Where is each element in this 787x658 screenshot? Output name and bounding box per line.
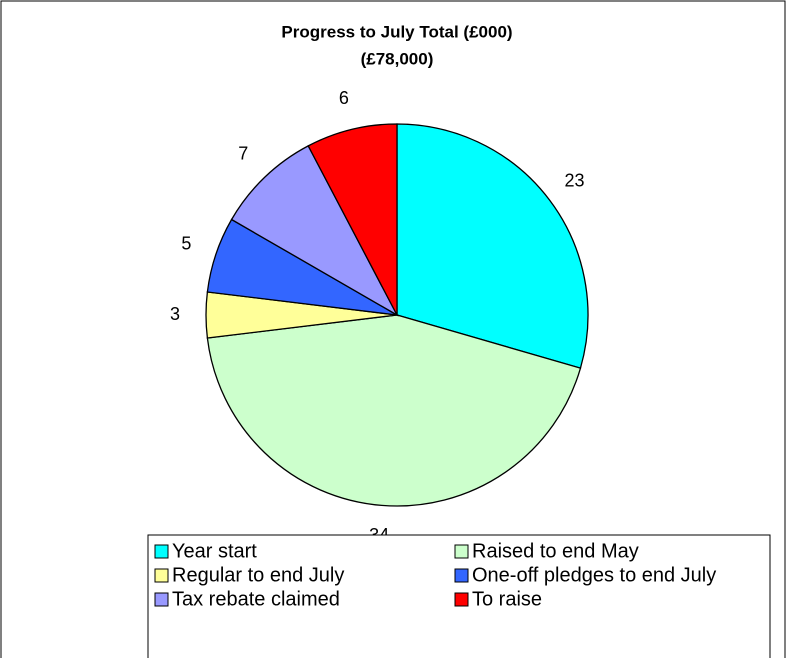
legend-label: Year start [172,540,257,562]
legend-label: Raised to end May [472,540,639,562]
pie-slice [396,123,589,369]
legend-swatch [454,544,469,559]
legend-label: One-off pledges to end July [472,564,716,586]
legend-swatch [154,568,169,583]
pie: 23343576 [170,88,589,545]
legend: Year start Raised to end May Regular to en… [147,534,771,658]
pie-slice [206,314,582,507]
chart-subtitle: (£78,000) [361,49,434,68]
legend-label: Regular to end July [172,564,344,586]
legend-swatch [454,592,469,607]
legend-label: Tax rebate claimed [172,588,340,610]
legend-swatch [154,592,169,607]
pie-slice [307,123,398,316]
legend-swatch [454,568,469,583]
data-label: 5 [181,233,191,253]
chart-title: Progress to July Total (£000) [281,22,512,41]
data-label: 23 [564,170,584,190]
legend-label: To raise [472,588,542,610]
pie-slice [230,145,399,317]
data-label: 3 [170,304,180,324]
data-label: 7 [238,144,248,164]
legend-swatch [154,544,169,559]
data-label: 6 [339,88,349,108]
